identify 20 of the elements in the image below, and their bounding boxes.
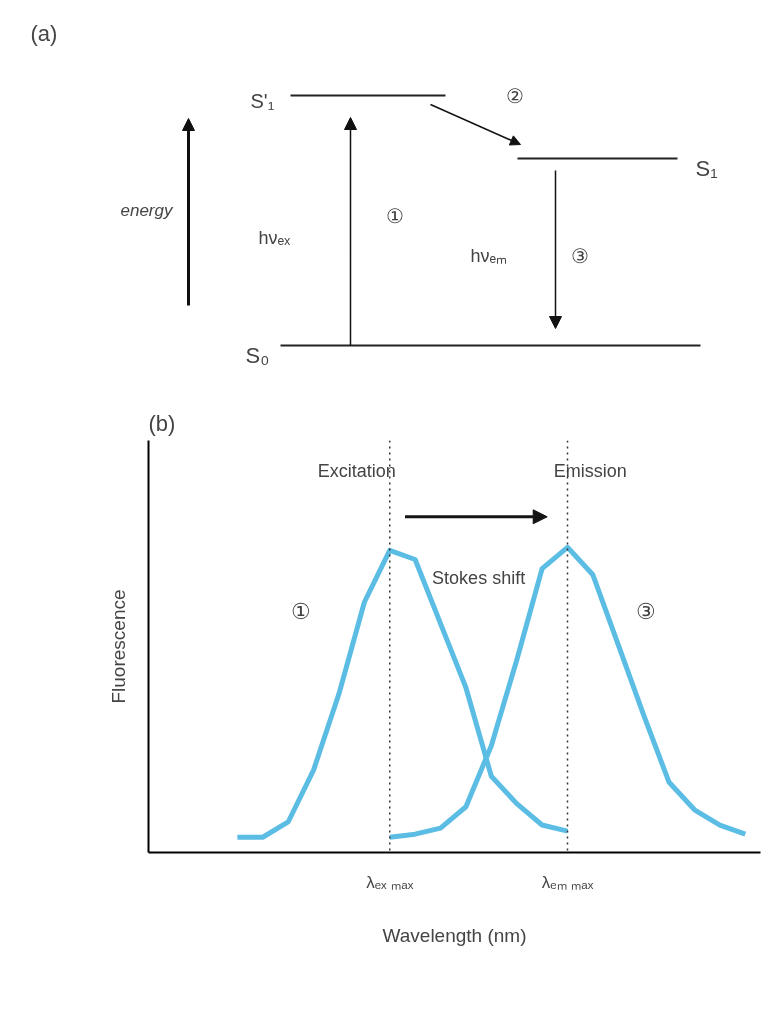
y-axis-title: Fluorescence bbox=[107, 589, 129, 704]
x-tick-label: λₑₘ ₘₐₓ bbox=[541, 872, 594, 892]
text: ① bbox=[385, 204, 404, 227]
text: (a) bbox=[30, 20, 58, 46]
text: hνₑₓ bbox=[258, 227, 291, 248]
series-label: ③ bbox=[636, 598, 657, 624]
chart-title: (b) bbox=[148, 410, 176, 436]
x-axis-title: Wavelength (nm) bbox=[382, 924, 527, 946]
annotation: Stokes shift bbox=[432, 567, 526, 588]
text: Excitation bbox=[317, 461, 396, 482]
text: energy bbox=[120, 201, 174, 220]
text: ② bbox=[505, 84, 524, 107]
text: Emission bbox=[553, 461, 627, 482]
text: ① bbox=[290, 598, 311, 624]
text: S'₁ bbox=[250, 89, 275, 112]
x-tick-label: λₑₓ ₘₐₓ bbox=[366, 872, 414, 892]
text: ③ bbox=[570, 244, 589, 267]
text: S₀ bbox=[245, 343, 270, 368]
text: hνₑₘ bbox=[470, 245, 508, 266]
text: S₁ bbox=[695, 156, 718, 181]
